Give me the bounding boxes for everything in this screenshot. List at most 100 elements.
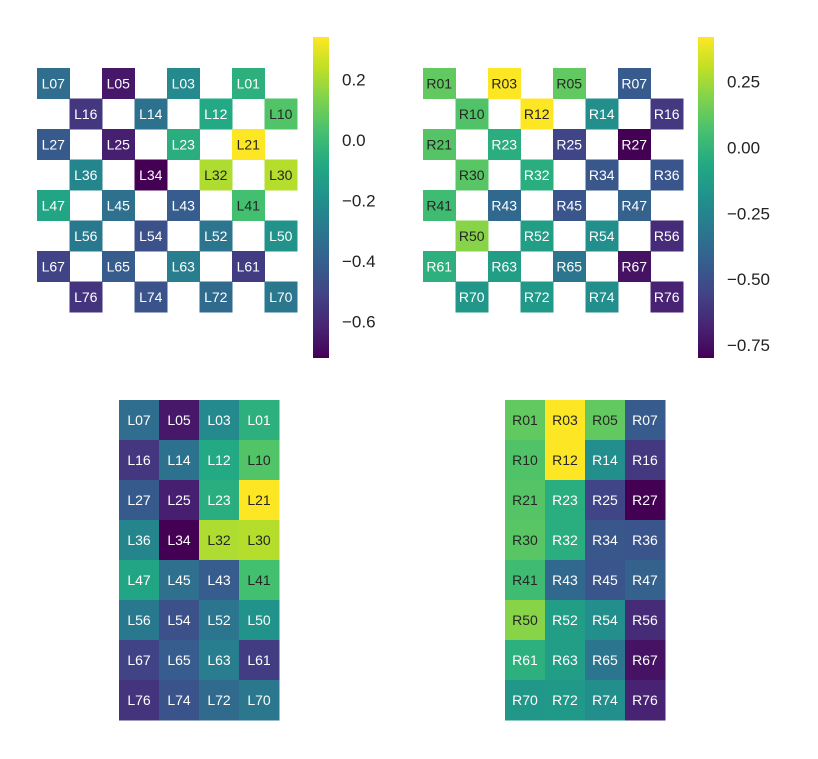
cell-label: L36	[74, 167, 98, 183]
cell-label: R50	[512, 612, 538, 628]
colorbar-tick-label: −0.25	[727, 204, 770, 223]
cell-label: L50	[247, 612, 271, 628]
heatmap-cell	[37, 251, 70, 282]
cell-label: R45	[592, 572, 618, 588]
heatmap-cell	[505, 400, 546, 441]
heatmap-cell	[167, 251, 200, 282]
cell-label: L14	[139, 106, 163, 122]
cell-label: R01	[512, 412, 538, 428]
heatmap-cell	[199, 440, 240, 481]
cell-label: R70	[459, 289, 485, 305]
cell-label: R16	[632, 452, 658, 468]
cell-label: R27	[632, 492, 658, 508]
heatmap-cell	[134, 98, 168, 130]
heatmap-cell	[119, 440, 160, 481]
heatmap-cell	[505, 600, 546, 641]
heatmap-cell	[585, 220, 619, 252]
right-checkerboard-heatmap: R01 R03 R05 R07 R10 R12 R14 R16 R21 R23 R25 R27 R30 R…	[423, 37, 770, 358]
heatmap-cell	[488, 190, 521, 221]
heatmap-cell	[69, 98, 103, 130]
heatmap-cell	[102, 129, 135, 160]
cell-label: R76	[654, 289, 680, 305]
heatmap-cell	[625, 600, 666, 641]
heatmap-cell	[37, 129, 70, 160]
cell-label: R47	[621, 197, 647, 213]
heatmap-cell	[119, 560, 160, 601]
cell-label: R21	[426, 136, 452, 152]
cell-label: L56	[127, 612, 151, 628]
cell-label: L52	[204, 228, 228, 244]
cell-label: L16	[127, 452, 151, 468]
cell-label: R30	[512, 532, 538, 548]
heatmap-cell	[618, 190, 651, 221]
heatmap-cell	[134, 159, 168, 191]
heatmap-cell	[545, 480, 586, 521]
colorbar-tick-label: 0.2	[342, 70, 366, 89]
heatmap-cell	[134, 220, 168, 252]
heatmap-cell	[159, 440, 200, 481]
heatmap-cell	[239, 600, 280, 641]
heatmap-cell	[545, 560, 586, 601]
cell-label: L01	[237, 75, 261, 91]
colorbar-tick-label: 0.00	[727, 139, 760, 158]
left-checkerboard-heatmap: L07 L05 L03 L01 L16 L14 L12 L10 L27 L25 L23 L21 L36 L…	[37, 37, 376, 358]
heatmap-cell	[199, 600, 240, 641]
heatmap-cell	[545, 440, 586, 481]
heatmap-cell	[488, 251, 521, 282]
heatmap-cell	[585, 480, 626, 521]
cell-label: R63	[552, 652, 578, 668]
heatmap-cell	[232, 251, 265, 282]
cell-label: R21	[512, 492, 538, 508]
cell-label: L14	[167, 452, 191, 468]
cell-label: R43	[552, 572, 578, 588]
heatmap-cell	[199, 560, 240, 601]
heatmap-cell	[199, 480, 240, 521]
heatmap-cell	[585, 281, 619, 313]
heatmap-cell	[232, 129, 265, 160]
heatmap-cell	[553, 129, 586, 160]
heatmap-cell	[545, 600, 586, 641]
heatmap-cell	[585, 440, 626, 481]
right-compact-heatmap: R01 R03 R05 R07 R10 R12 R14 R16 R21 R23 R25 R27 R30 R…	[505, 400, 666, 721]
cell-label: R27	[621, 136, 647, 152]
cell-label: R10	[512, 452, 538, 468]
left-compact-heatmap: L07 L05 L03 L01 L16 L14 L12 L10 L27 L25 L23 L21 L36 L…	[119, 400, 280, 721]
cell-label: R03	[552, 412, 578, 428]
heatmap-cell	[488, 129, 521, 160]
heatmap-cell	[650, 159, 684, 191]
cell-label: L21	[247, 492, 271, 508]
heatmap-cell	[119, 640, 160, 681]
colorbar-tick-label: 0.25	[727, 73, 760, 92]
heatmap-cell	[199, 98, 233, 130]
cell-label: L47	[127, 572, 151, 588]
heatmap-cell	[423, 251, 456, 282]
cell-label: R52	[552, 612, 578, 628]
heatmap-cell	[199, 520, 240, 561]
heatmap-cell	[625, 560, 666, 601]
cell-label: R07	[632, 412, 658, 428]
heatmap-cell	[119, 520, 160, 561]
cell-label: L61	[237, 258, 261, 274]
cell-label: R67	[632, 652, 658, 668]
heatmap-cell	[199, 281, 233, 313]
cell-label: L32	[207, 532, 231, 548]
cell-label: L74	[139, 289, 163, 305]
heatmap-cell	[119, 400, 160, 441]
heatmap-cell	[545, 640, 586, 681]
heatmap-cell	[159, 640, 200, 681]
heatmap-cell	[585, 520, 626, 561]
cell-label: L54	[167, 612, 191, 628]
cell-label: L52	[207, 612, 231, 628]
heatmap-cell	[585, 600, 626, 641]
cell-label: L21	[237, 136, 261, 152]
cell-label: L45	[107, 197, 131, 213]
cell-label: R65	[556, 258, 582, 274]
cell-label: L65	[167, 652, 191, 668]
cell-label: R12	[524, 106, 550, 122]
heatmap-cell	[553, 251, 586, 282]
heatmap-cell	[625, 520, 666, 561]
heatmap-cell	[37, 68, 70, 99]
heatmap-cell	[199, 159, 233, 191]
cell-label: L12	[204, 106, 228, 122]
heatmap-cell	[545, 680, 586, 721]
